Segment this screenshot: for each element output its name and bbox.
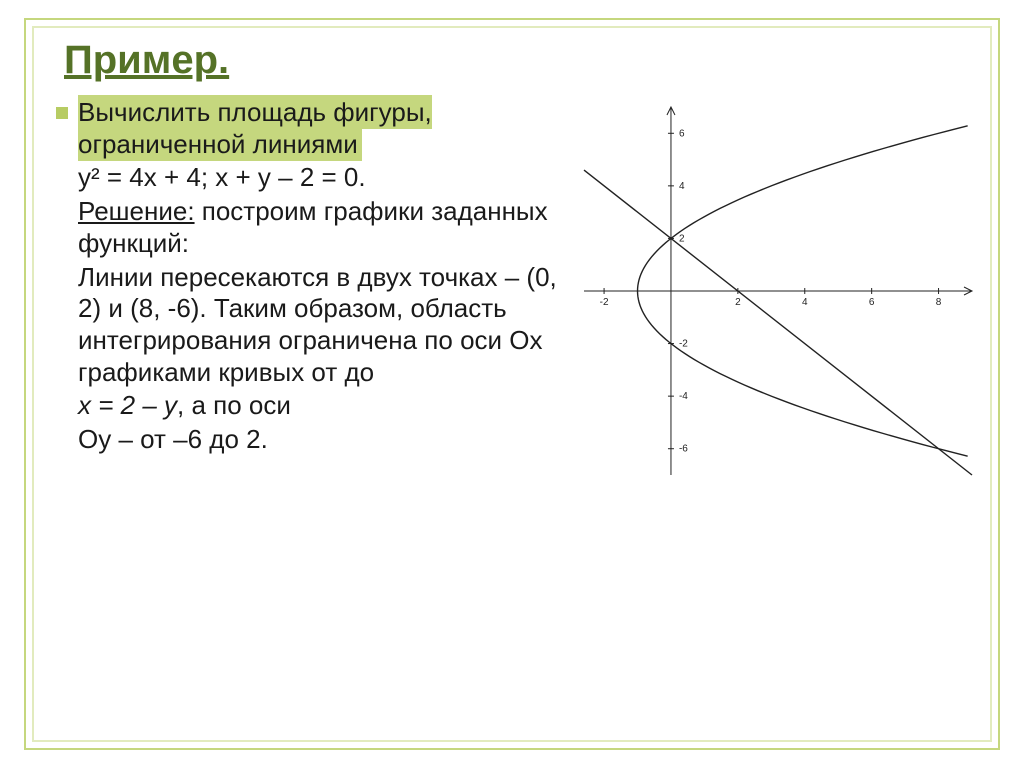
svg-text:6: 6 <box>869 297 875 308</box>
paragraph: Вычислить площадь фигуры, ограниченной л… <box>56 97 566 160</box>
svg-text:-4: -4 <box>679 391 688 402</box>
paragraph-text: y² = 4x + 4; x + y – 2 = 0. <box>78 162 366 194</box>
paragraph: Oy – от –6 до 2. <box>56 424 566 456</box>
bullet-icon <box>56 107 68 119</box>
slide: Пример. Вычислить площадь фигуры, ограни… <box>0 0 1024 768</box>
paragraph: y² = 4x + 4; x + y – 2 = 0. <box>56 162 566 194</box>
function-chart: -2 2 4 6 8 -6 -4 -2 2 4 6 <box>578 101 978 481</box>
svg-text:2: 2 <box>679 233 685 244</box>
paragraph: Линии пересекаются в двух точках – (0, 2… <box>56 262 566 389</box>
svg-text:-2: -2 <box>679 339 688 350</box>
svg-text:-2: -2 <box>600 297 609 308</box>
slide-title: Пример. <box>64 38 980 83</box>
chart-column: -2 2 4 6 8 -6 -4 -2 2 4 6 <box>576 97 980 481</box>
svg-text:2: 2 <box>735 297 741 308</box>
slide-content: Вычислить площадь фигуры, ограниченной л… <box>56 97 980 481</box>
paragraph-text: Oy – от –6 до 2. <box>78 424 268 456</box>
svg-text:-6: -6 <box>679 444 688 455</box>
paragraph-text: Линии пересекаются в двух точках – (0, 2… <box>78 262 566 389</box>
svg-text:4: 4 <box>802 297 808 308</box>
svg-text:8: 8 <box>936 297 942 308</box>
text-column: Вычислить площадь фигуры, ограниченной л… <box>56 97 566 458</box>
paragraph-text: x = 2 – y, а по оси <box>78 390 291 422</box>
paragraph: Решение: построим графики заданных функц… <box>56 196 566 259</box>
svg-text:6: 6 <box>679 128 685 139</box>
svg-text:4: 4 <box>679 181 685 192</box>
paragraph-text: Решение: построим графики заданных функц… <box>78 196 566 259</box>
paragraph: x = 2 – y, а по оси <box>56 390 566 422</box>
paragraph-text: Вычислить площадь фигуры, ограниченной л… <box>78 97 566 160</box>
